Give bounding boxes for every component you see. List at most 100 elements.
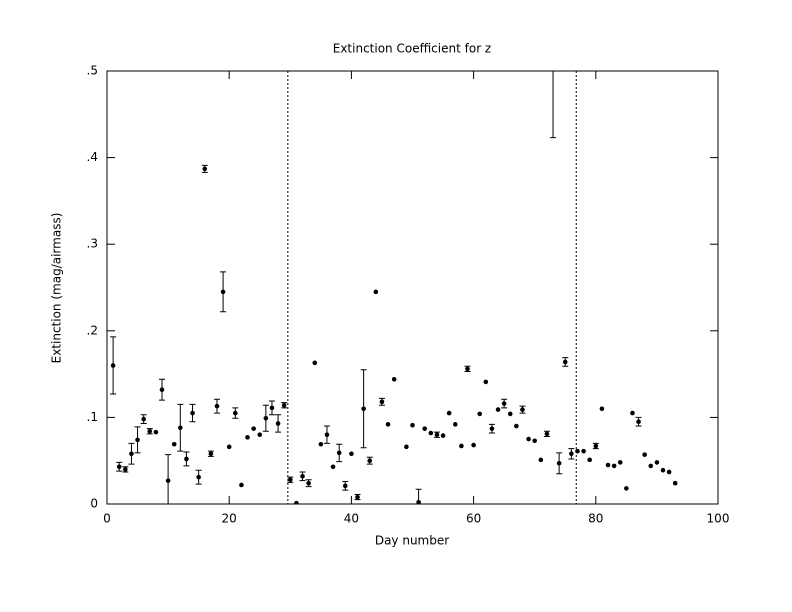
data-point — [520, 407, 525, 412]
data-point — [404, 444, 409, 450]
data-point — [269, 405, 275, 411]
data-point — [196, 474, 201, 480]
data-point — [532, 438, 537, 444]
x-tick-label: 80 — [588, 512, 603, 526]
data-point — [428, 430, 434, 436]
y-tick-label: .4 — [87, 150, 98, 164]
x-tick-label: 60 — [466, 512, 481, 526]
data-point — [642, 452, 647, 457]
y-tick-label: .5 — [87, 64, 98, 78]
data-point — [562, 359, 568, 365]
data-point — [648, 463, 654, 469]
data-point — [116, 464, 122, 470]
data-point — [654, 460, 660, 465]
x-tick-label: 40 — [344, 512, 359, 526]
data-point — [593, 443, 599, 449]
data-point — [446, 410, 452, 416]
data-point — [422, 426, 428, 431]
data-point — [507, 411, 513, 417]
data-point — [538, 457, 544, 463]
y-tick-label: 0 — [90, 497, 98, 511]
data-point — [233, 410, 238, 416]
data-point — [611, 463, 617, 469]
data-point — [123, 467, 128, 472]
data-point — [141, 416, 146, 422]
data-point — [385, 422, 391, 427]
data-point — [544, 431, 550, 437]
data-point — [465, 366, 470, 372]
data-point — [300, 473, 305, 479]
data-point — [587, 457, 592, 463]
data-point — [471, 442, 476, 448]
data-point — [349, 451, 354, 457]
data-point — [257, 432, 263, 438]
y-axis-label: Extinction (mag/airmass) — [50, 213, 64, 364]
data-point — [220, 289, 226, 295]
data-point — [410, 422, 415, 428]
data-point — [165, 478, 171, 483]
data-point — [373, 289, 379, 295]
data-point — [391, 376, 397, 382]
data-point — [239, 482, 244, 488]
data-point — [672, 480, 678, 486]
data-point — [660, 467, 666, 473]
data-point — [459, 443, 464, 449]
data-point — [342, 483, 348, 489]
data-point — [336, 450, 342, 456]
data-point — [214, 403, 220, 409]
data-point — [263, 415, 269, 421]
data-point — [501, 401, 507, 406]
data-point — [294, 500, 299, 504]
data-point — [208, 451, 214, 457]
plot-frame — [106, 70, 719, 505]
error-bar — [550, 71, 557, 139]
data-point — [330, 464, 336, 470]
data-point — [324, 432, 330, 438]
data-point — [434, 432, 440, 438]
data-point — [226, 444, 232, 450]
data-point — [581, 448, 586, 454]
y-tick-label: .2 — [87, 323, 98, 337]
data-point — [281, 402, 287, 408]
data-point — [483, 379, 489, 385]
data-point — [159, 387, 165, 392]
data-point — [245, 435, 250, 440]
data-point — [452, 422, 458, 427]
data-point — [288, 477, 293, 483]
data-point — [477, 411, 483, 417]
data-point — [178, 425, 183, 431]
data-point — [416, 499, 421, 504]
x-tick-label: 0 — [103, 512, 111, 526]
data-point — [251, 426, 256, 431]
data-point — [666, 469, 672, 475]
x-axis-label: Day number — [375, 534, 449, 548]
data-point — [624, 486, 629, 491]
data-point — [617, 460, 623, 465]
data-point — [153, 429, 159, 435]
data-point — [440, 433, 446, 438]
data-point — [526, 436, 531, 442]
data-point — [495, 407, 501, 412]
data-point — [636, 419, 641, 425]
data-point — [379, 399, 385, 405]
x-tick-label: 100 — [707, 512, 730, 526]
data-point — [135, 437, 140, 443]
data-point — [355, 494, 360, 500]
plot-area — [110, 71, 678, 504]
data-point — [367, 458, 373, 464]
y-tick-label: .3 — [87, 237, 98, 251]
data-point — [489, 426, 495, 431]
data-point — [599, 406, 605, 412]
data-point — [306, 480, 311, 486]
data-point — [110, 363, 116, 368]
y-tick-label: .1 — [87, 410, 98, 424]
data-point — [569, 451, 574, 457]
data-point — [556, 460, 562, 466]
data-point — [361, 406, 366, 412]
data-point — [202, 166, 208, 172]
data-point — [275, 421, 281, 426]
data-point — [171, 441, 177, 447]
chart-title: Extinction Coefficient for z — [333, 42, 491, 56]
